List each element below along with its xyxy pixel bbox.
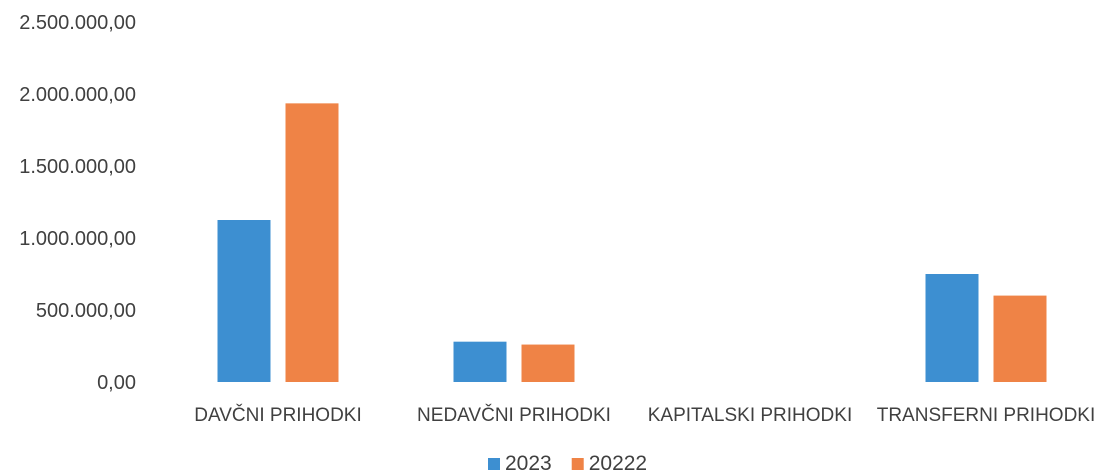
bar-2023-0 bbox=[217, 220, 271, 382]
bar-20222-1 bbox=[521, 344, 575, 382]
x-category-label: KAPITALSKI PRIHODKI bbox=[648, 405, 852, 426]
y-tick-label: 1.500.000,00 bbox=[19, 156, 136, 178]
x-category-label: NEDAVČNI PRIHODKI bbox=[417, 404, 611, 426]
bar-20222-0 bbox=[285, 103, 339, 383]
y-axis: 0,00 500.000,00 1.000.000,00 1.500.000,00 2.… bbox=[19, 12, 136, 394]
bar-2023-1 bbox=[453, 341, 507, 382]
y-tick-label: 2.000.000,00 bbox=[19, 84, 136, 106]
legend-label: 20222 bbox=[589, 452, 647, 475]
y-tick-label: 2.500.000,00 bbox=[19, 12, 136, 34]
y-tick-label: 0,00 bbox=[97, 372, 136, 394]
legend-label: 2023 bbox=[505, 452, 552, 475]
legend-swatch-20222 bbox=[571, 458, 584, 470]
y-tick-label: 1.000.000,00 bbox=[19, 228, 136, 250]
legend: 2023 20222 bbox=[488, 452, 647, 475]
x-category-label: TRANSFERNI PRIHODKI bbox=[877, 405, 1096, 426]
x-axis: DAVČNI PRIHODKI NEDAVČNI PRIHODKI KAPITALS… bbox=[194, 404, 1095, 426]
y-tick-label: 500.000,00 bbox=[36, 300, 136, 322]
bar-20222-3 bbox=[993, 295, 1047, 382]
plot-area bbox=[217, 103, 1047, 383]
bar-2023-3 bbox=[925, 274, 979, 382]
legend-swatch-2023 bbox=[488, 458, 500, 470]
x-category-label: DAVČNI PRIHODKI bbox=[194, 404, 362, 426]
